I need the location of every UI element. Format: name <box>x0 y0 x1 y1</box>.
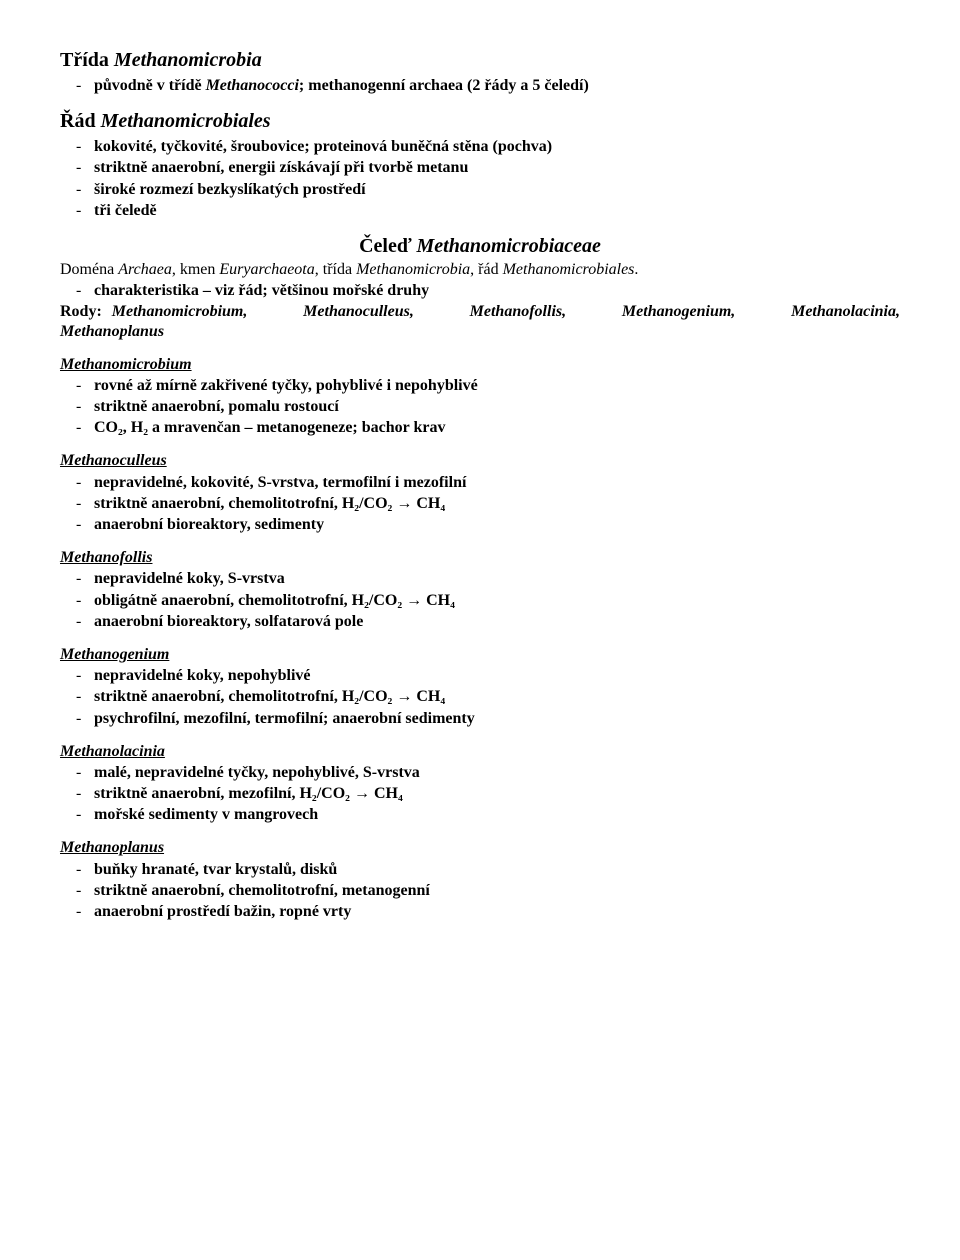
order-prefix: Řád <box>60 110 101 132</box>
genus-block: Methanomicrobium rovné až mírně zakřiven… <box>60 355 900 438</box>
genus-block: Methanoculleus nepravidelné, kokovité, S… <box>60 451 900 534</box>
rody-list: Methanomicrobium, Methanoculleus, Methan… <box>112 302 900 321</box>
genus-heading: Methanolacinia <box>60 742 900 761</box>
family-heading: Čeleď Methanomicrobiaceae <box>60 234 900 258</box>
d1: Doména <box>60 261 118 278</box>
list-item: striktně anaerobní, chemolitotrofní, H₂/… <box>94 687 900 706</box>
list-item: striktně anaerobní, chemolitotrofní, H₂/… <box>94 494 900 513</box>
class-prefix: Třída <box>60 49 114 71</box>
class-heading: Třída Methanomicrobia <box>60 48 900 72</box>
genus-list: buňky hranaté, tvar krystalů, disků stri… <box>60 860 900 922</box>
d1i: Archaea <box>118 261 172 278</box>
list-item: anaerobní prostředí bažin, ropné vrty <box>94 902 900 921</box>
family-name: Methanomicrobiaceae <box>416 235 600 257</box>
genus-heading: Methanogenium <box>60 645 900 664</box>
genus-block: Methanolacinia malé, nepravidelné tyčky,… <box>60 742 900 825</box>
list-item: CO₂, H₂ a mravenčan – metanogeneze; bach… <box>94 418 900 437</box>
list-item: striktně anaerobní, chemolitotrofní, met… <box>94 881 900 900</box>
d5: . <box>634 261 638 278</box>
list-item: charakteristika – viz řád; většinou mořs… <box>94 281 900 300</box>
genus-heading: Methanoplanus <box>60 838 900 857</box>
list-item: psychrofilní, mezofilní, termofilní; ana… <box>94 709 900 728</box>
li-post: ; methanogenní archaea (2 řády a 5 čeled… <box>299 77 589 94</box>
order-name: Methanomicrobiales <box>101 110 271 132</box>
class-name: Methanomicrobia <box>114 49 262 71</box>
d3: , třída <box>315 261 356 278</box>
d2i: Euryarchaeota <box>219 261 314 278</box>
list-item: nepravidelné koky, S-vrstva <box>94 569 900 588</box>
list-item: mořské sedimenty v mangrovech <box>94 805 900 824</box>
list-item: nepravidelné, kokovité, S-vrstva, termof… <box>94 473 900 492</box>
d4: , řád <box>470 261 502 278</box>
family-list: charakteristika – viz řád; většinou mořs… <box>60 281 900 300</box>
genus-list: rovné až mírně zakřivené tyčky, pohybliv… <box>60 376 900 438</box>
list-item: tři čeledě <box>94 201 900 220</box>
genus-block: Methanofollis nepravidelné koky, S-vrstv… <box>60 548 900 631</box>
rody-label: Rody: <box>60 302 112 321</box>
genus-list: nepravidelné, kokovité, S-vrstva, termof… <box>60 473 900 535</box>
order-heading: Řád Methanomicrobiales <box>60 109 900 133</box>
list-item: nepravidelné koky, nepohyblivé <box>94 666 900 685</box>
rody-line-2: Methanoplanus <box>60 322 900 341</box>
list-item: buňky hranaté, tvar krystalů, disků <box>94 860 900 879</box>
genus-list: nepravidelné koky, nepohyblivé striktně … <box>60 666 900 728</box>
genus-heading: Methanofollis <box>60 548 900 567</box>
genus-block: Methanoplanus buňky hranaté, tvar krysta… <box>60 838 900 921</box>
list-item: původně v třídě Methanococci; methanogen… <box>94 76 900 95</box>
genus-heading: Methanoculleus <box>60 451 900 470</box>
d2: , kmen <box>172 261 220 278</box>
list-item: striktně anaerobní, energii získávají př… <box>94 158 900 177</box>
order-list: kokovité, tyčkovité, šroubovice; protein… <box>60 137 900 220</box>
genus-list: nepravidelné koky, S-vrstva obligátně an… <box>60 569 900 631</box>
class-list: původně v třídě Methanococci; methanogen… <box>60 76 900 95</box>
list-item: anaerobní bioreaktory, solfatarová pole <box>94 612 900 631</box>
d3i: Methanomicrobia <box>356 261 470 278</box>
list-item: rovné až mírně zakřivené tyčky, pohybliv… <box>94 376 900 395</box>
li-it: Methanococci <box>206 77 299 94</box>
list-item: striktně anaerobní, pomalu rostoucí <box>94 397 900 416</box>
list-item: kokovité, tyčkovité, šroubovice; protein… <box>94 137 900 156</box>
genus-heading: Methanomicrobium <box>60 355 900 374</box>
genus-list: malé, nepravidelné tyčky, nepohyblivé, S… <box>60 763 900 825</box>
domain-line: Doména Archaea, kmen Euryarchaeota, tříd… <box>60 260 900 279</box>
list-item: malé, nepravidelné tyčky, nepohyblivé, S… <box>94 763 900 782</box>
list-item: striktně anaerobní, mezofilní, H₂/CO₂ → … <box>94 784 900 803</box>
family-prefix: Čeleď <box>359 235 416 257</box>
rody-line: Rody: Methanomicrobium, Methanoculleus, … <box>60 302 900 321</box>
d4i: Methanomicrobiales <box>503 261 635 278</box>
list-item: obligátně anaerobní, chemolitotrofní, H₂… <box>94 591 900 610</box>
li-pre: původně v třídě <box>94 77 206 94</box>
genus-block: Methanogenium nepravidelné koky, nepohyb… <box>60 645 900 728</box>
list-item: anaerobní bioreaktory, sedimenty <box>94 515 900 534</box>
list-item: široké rozmezí bezkyslíkatých prostředí <box>94 180 900 199</box>
